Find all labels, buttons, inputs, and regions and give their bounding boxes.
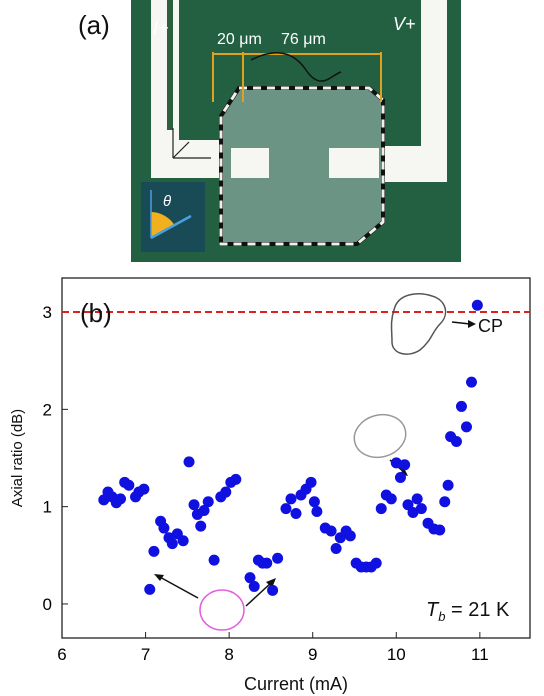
data-point-49: [344, 530, 356, 542]
data-point-73: [460, 421, 472, 433]
data-point-13: [158, 522, 170, 534]
data-point-63: [411, 493, 423, 505]
y-tick-label-2: 2: [43, 400, 52, 419]
data-point-59: [394, 471, 406, 483]
data-point-41: [305, 476, 317, 488]
data-point-30: [248, 580, 260, 592]
right-lead: [361, 0, 447, 182]
angle-theta-label: θ: [163, 193, 171, 210]
data-point-62: [407, 506, 419, 518]
data-point-35: [272, 552, 284, 564]
data-point-10: [144, 583, 156, 595]
data-point-34: [267, 584, 279, 596]
cp-label: CP: [478, 316, 503, 336]
data-point-68: [439, 496, 451, 508]
temp-value: = 21 K: [445, 599, 510, 621]
temperature-label: Tb = 21 K: [426, 599, 510, 624]
data-point-4: [115, 493, 126, 505]
data-point-54: [370, 557, 382, 569]
plot-frame: [61, 277, 531, 639]
ellipse-glyph-bottom: [199, 589, 245, 631]
temp-subscript: b: [438, 609, 445, 624]
y-axis-title: Axial ratio (dB): [9, 409, 26, 507]
data-point-45: [325, 525, 337, 537]
data-point-15: [166, 538, 178, 550]
dimension-right-label: 76 μm: [281, 31, 326, 48]
x-tick-label-5: 11: [471, 645, 489, 664]
device-micrograph: I+ V+ 20 μm 76 μm θ: [131, 0, 461, 262]
terminal-left-label: I+: [153, 18, 169, 38]
data-point-61: [402, 499, 414, 511]
data-point-21: [195, 520, 207, 532]
data-point-72: [455, 400, 467, 412]
data-point-43: [311, 506, 323, 518]
data-point-22: [198, 505, 210, 517]
y-tick-label-1: 1: [43, 498, 52, 517]
angle-wedge: [151, 212, 175, 238]
panel-b-label: (b): [80, 298, 112, 328]
data-point-46: [330, 542, 342, 554]
data-point-28: [230, 473, 242, 485]
data-point-33: [261, 557, 273, 569]
data-point-24: [208, 554, 220, 566]
data-point-9: [138, 483, 150, 495]
data-point-23: [202, 496, 214, 508]
dimension-left-label: 20 μm: [217, 31, 262, 48]
data-point-67: [434, 524, 446, 536]
data-point-36: [280, 503, 292, 515]
data-point-19: [188, 499, 200, 511]
data-point-60: [399, 459, 411, 471]
data-point-58: [390, 457, 402, 469]
y-tick-label-0: 0: [43, 595, 52, 614]
data-point-38: [290, 507, 302, 519]
data-point-64: [415, 503, 427, 515]
y-tick-label-3: 3: [43, 303, 52, 322]
data-point-69: [442, 479, 454, 491]
data-point-11: [148, 545, 160, 557]
data-point-17: [177, 535, 189, 547]
data-point-29: [244, 572, 256, 584]
x-tick-label-1: 7: [141, 645, 150, 664]
x-axis-title: Current (mA): [244, 674, 348, 694]
ellipse-glyph-middle: [353, 413, 407, 459]
panel-a-label: (a): [78, 10, 110, 40]
x-tick-label-0: 6: [57, 645, 66, 664]
x-tick-label-2: 8: [224, 645, 233, 664]
data-point-74: [466, 376, 477, 388]
data-point-37: [285, 493, 297, 505]
data-point-71: [450, 435, 462, 447]
data-point-18: [183, 456, 195, 468]
data-point-6: [123, 479, 135, 491]
peanut-glyph-top: [390, 293, 447, 355]
terminal-right-label: V+: [393, 14, 416, 34]
data-point-42: [308, 496, 320, 508]
temp-symbol: T: [426, 599, 440, 621]
arrow-left: [157, 575, 199, 599]
data-point-75: [471, 299, 483, 311]
data-point-55: [375, 503, 387, 515]
x-tick-label-4: 10: [387, 645, 406, 664]
arrow-right: [245, 581, 273, 607]
x-tick-label-3: 9: [308, 645, 317, 664]
data-point-26: [220, 486, 232, 498]
arrow-top: [451, 321, 471, 325]
data-point-57: [385, 493, 397, 505]
